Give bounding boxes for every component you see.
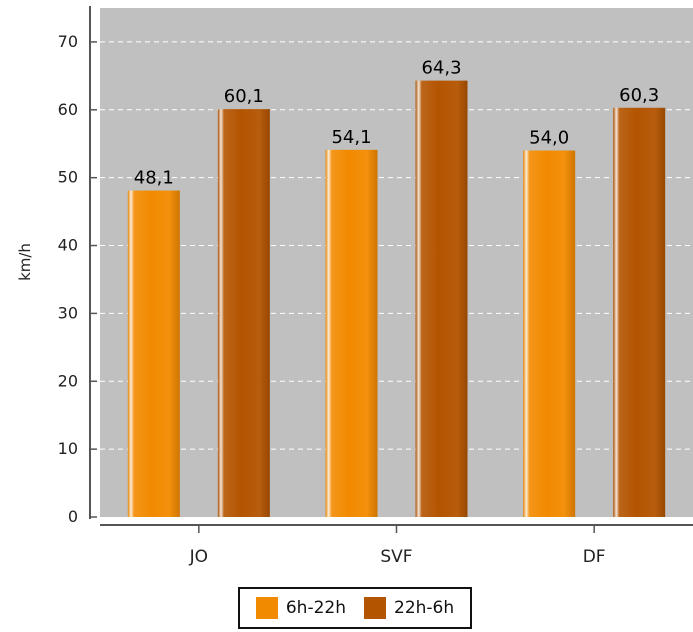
bar	[415, 80, 468, 517]
legend-item-series-2: 22h-6h	[364, 597, 454, 619]
bars	[127, 80, 666, 517]
bar-value-label: 54,0	[529, 128, 569, 149]
y-axis-title: km/h	[16, 243, 34, 281]
bar	[217, 109, 270, 517]
bar-value-label: 48,1	[134, 168, 174, 189]
bar	[523, 150, 576, 517]
y-tick-label: 0	[68, 507, 78, 526]
plot-area	[100, 8, 693, 517]
y-tick-label: 20	[58, 371, 78, 390]
bar-value-label: 60,1	[224, 86, 264, 107]
data-labels: 48,1 60,1 54,1 64,3 54,0 60,3	[134, 58, 659, 189]
axes: 0 10 20 30 40 50 60 70 JO SVF DF	[58, 6, 693, 567]
bar-value-label: 54,1	[331, 127, 371, 148]
bar-value-label: 60,3	[619, 85, 659, 106]
x-tick-label: JO	[189, 547, 208, 567]
legend: 6h-22h 22h-6h	[238, 587, 472, 629]
x-tick-label: SVF	[380, 547, 412, 567]
bar	[127, 190, 180, 517]
y-tick-label: 40	[58, 236, 78, 255]
y-tick-label: 30	[58, 303, 78, 322]
bar	[613, 107, 666, 517]
y-tick-label: 10	[58, 439, 78, 458]
legend-item-series-1: 6h-22h	[255, 597, 346, 619]
legend-swatch-series-2	[364, 597, 386, 619]
y-tick-label: 70	[58, 32, 78, 51]
legend-label-series-1: 6h-22h	[285, 598, 346, 618]
y-tick-label: 50	[58, 168, 78, 187]
legend-swatch-series-1	[255, 597, 278, 619]
bar-value-label: 64,3	[421, 58, 461, 79]
x-tick-label: DF	[583, 547, 606, 567]
legend-label-series-2: 22h-6h	[394, 598, 455, 618]
plot-background	[100, 8, 693, 517]
y-tick-label: 60	[58, 100, 78, 119]
bar	[325, 149, 378, 517]
